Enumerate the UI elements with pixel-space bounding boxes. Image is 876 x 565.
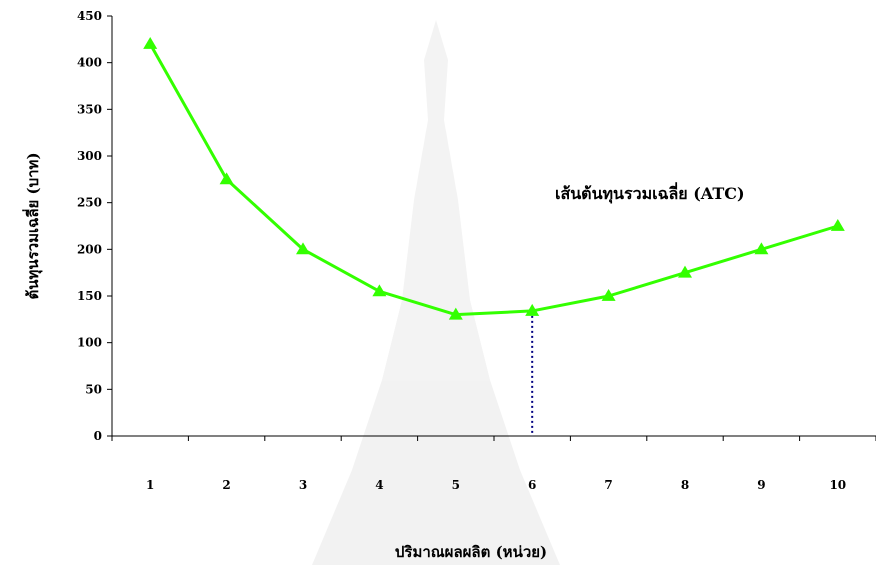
data-point-marker	[219, 172, 234, 185]
x-tick-label: 5	[452, 478, 460, 492]
series-annotation: เส้นต้นทุนรวมเฉลี่ย (ATC)	[555, 182, 745, 204]
watermark-emblem	[312, 20, 560, 565]
y-tick-label: 0	[94, 429, 102, 443]
x-tick-label: 10	[829, 478, 846, 492]
x-tick-label: 2	[222, 478, 230, 492]
data-point-marker	[143, 37, 158, 49]
data-point-marker	[448, 307, 463, 320]
x-tick-label: 9	[757, 478, 765, 492]
y-tick-label: 100	[77, 336, 102, 350]
y-tick-label: 450	[77, 9, 102, 23]
x-tick-label: 7	[604, 478, 612, 492]
y-tick-label: 400	[77, 56, 102, 70]
data-point-marker	[372, 284, 387, 297]
data-point-marker	[754, 242, 769, 255]
data-point-marker	[525, 303, 540, 316]
series-line	[148, 43, 839, 317]
x-tick-label: 1	[146, 478, 154, 492]
data-point-marker	[296, 242, 310, 255]
y-axis-title: ต้นทุนรวมเฉลี่ย (บาท)	[22, 152, 43, 299]
data-point-marker	[830, 219, 845, 231]
y-tick-label: 150	[77, 289, 102, 303]
data-point-marker	[678, 265, 692, 278]
x-axis-title: ปริมาณผลผลิต (หน่วย)	[395, 543, 547, 561]
y-tick-label: 50	[85, 382, 102, 396]
data-point-marker	[601, 289, 616, 301]
x-tick-label: 3	[299, 478, 307, 492]
plot-area: 0 50 100 150 200 250 300 350 400 450 1 2 3 4 5 6 7 8 9 10	[77, 9, 876, 492]
y-tick-label: 200	[77, 242, 102, 256]
x-tick-label: 8	[681, 478, 689, 492]
y-tick-label: 250	[77, 196, 102, 210]
y-tick-label: 300	[77, 149, 102, 163]
x-tick-label: 4	[375, 478, 383, 492]
x-tick-label: 6	[528, 478, 536, 492]
y-tick-label: 350	[77, 102, 102, 116]
